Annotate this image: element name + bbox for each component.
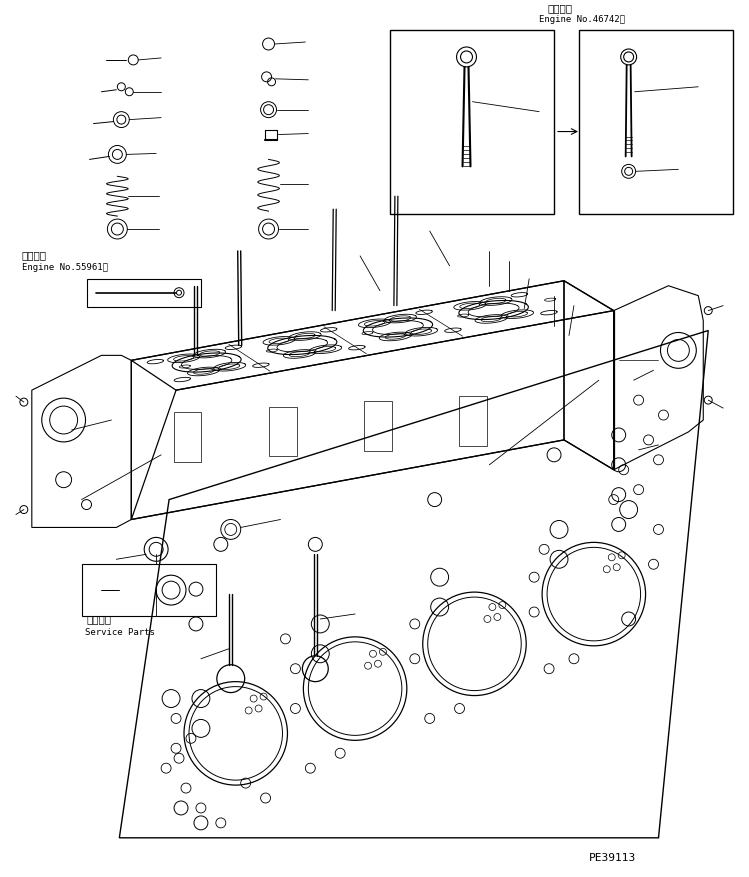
Bar xyxy=(459,396,487,446)
Text: Engine No.46742～: Engine No.46742～ xyxy=(539,15,625,24)
Bar xyxy=(269,407,297,457)
Text: 適用号機: 適用号機 xyxy=(22,250,47,260)
Bar xyxy=(364,402,392,452)
Text: PE39113: PE39113 xyxy=(589,852,636,862)
Text: Engine No.55961～: Engine No.55961～ xyxy=(22,262,108,272)
Bar xyxy=(174,412,201,462)
Text: Service Parts: Service Parts xyxy=(85,627,154,636)
Bar xyxy=(87,280,201,307)
Text: 補給専用: 補給専用 xyxy=(87,613,112,624)
Bar xyxy=(579,31,733,215)
Bar xyxy=(390,31,554,215)
Bar xyxy=(82,565,216,617)
Text: 適用号機: 適用号機 xyxy=(547,4,572,13)
